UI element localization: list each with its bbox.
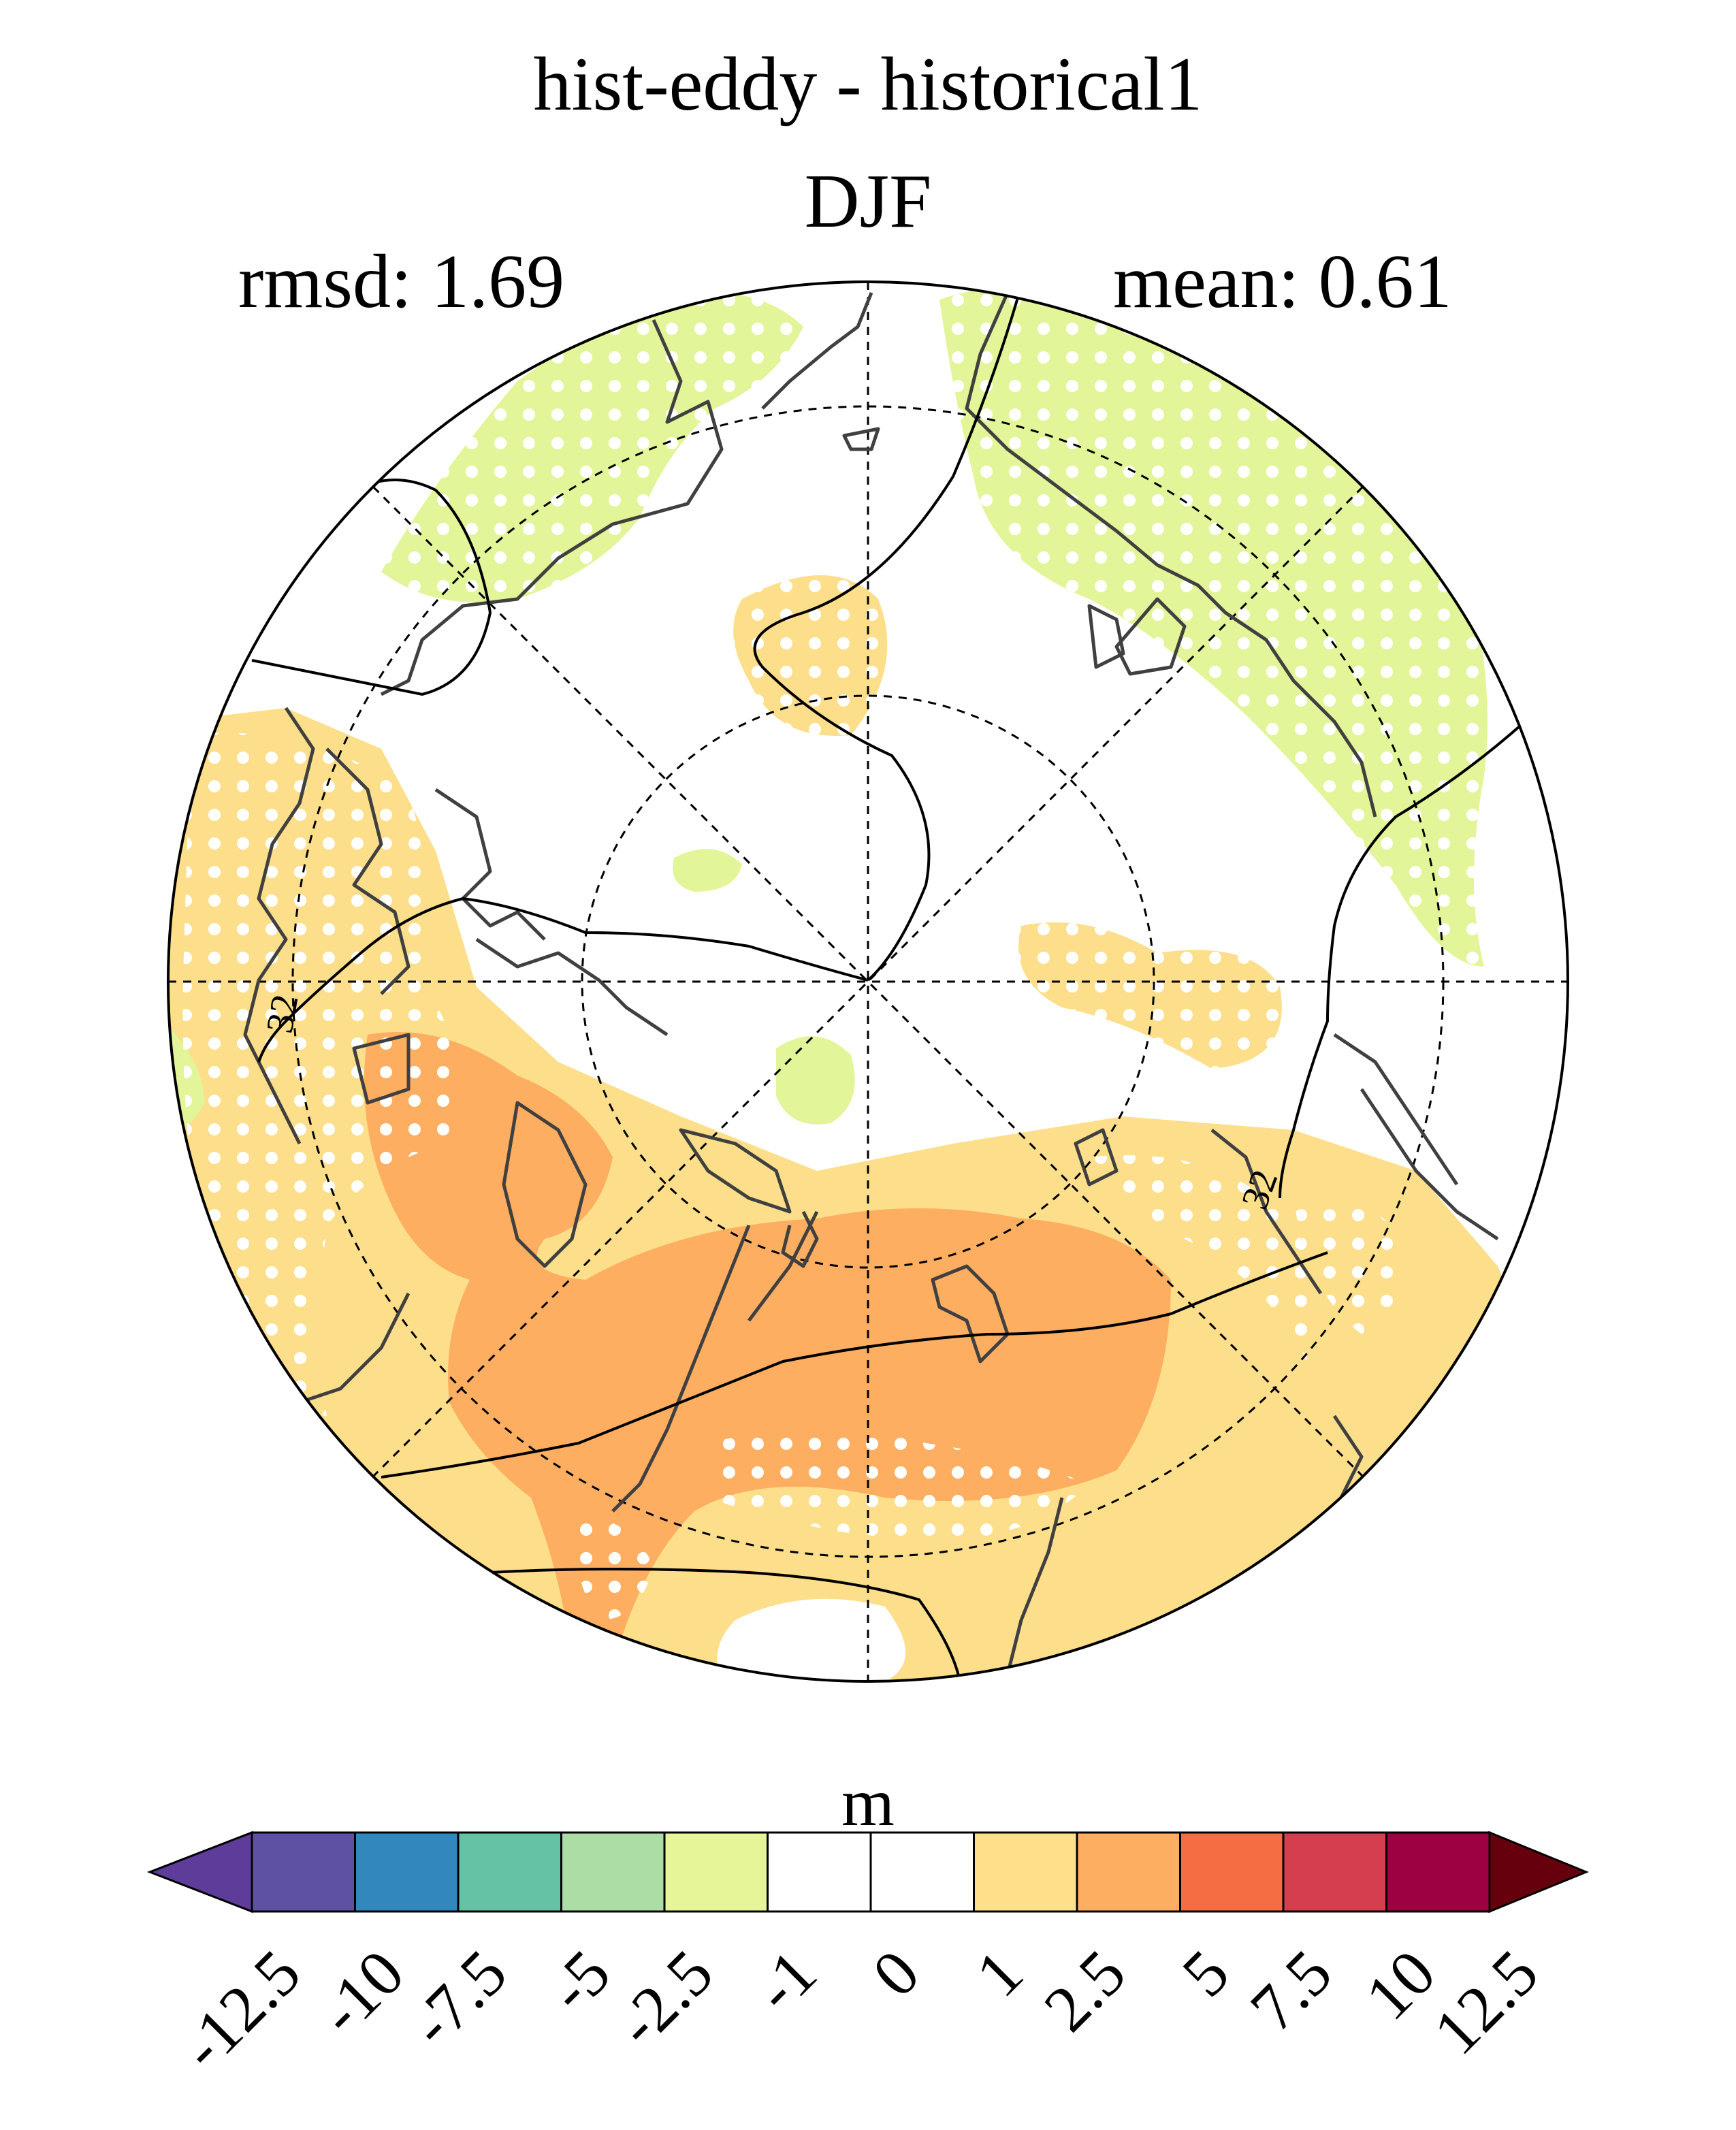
map-boundary: [167, 280, 1569, 1683]
colorbar-box: [663, 1831, 769, 1913]
graticule: [168, 282, 1568, 1681]
colorbar-box: [869, 1831, 975, 1913]
title-line-2: DJF: [804, 159, 932, 244]
colorbar-box: [251, 1831, 356, 1913]
colorbar-box: [354, 1831, 460, 1913]
colorbar-box: [1385, 1831, 1491, 1913]
colorbar-box: [560, 1831, 666, 1913]
title-line-1: hist-eddy - historical1: [533, 42, 1203, 127]
colorbar-extend-low: [146, 1830, 253, 1914]
colorbar-box: [767, 1831, 872, 1913]
rmsd-stat: rmsd: 1.69: [238, 240, 565, 324]
contour-lines: [251, 285, 1526, 1681]
colorbar-box: [1282, 1831, 1387, 1913]
contour-label-west: 32: [259, 991, 307, 1036]
colorbar-extend-high: [1488, 1830, 1589, 1914]
colorbar-box: [973, 1831, 1078, 1913]
colorbar-box: [1179, 1831, 1285, 1913]
positive-anomaly-mid: [364, 1032, 1171, 1668]
colorbar-unit: m: [841, 1764, 895, 1840]
colorbar-box: [1076, 1831, 1181, 1913]
mean-stat: mean: 0.61: [1113, 240, 1452, 324]
colorbar-box: [457, 1831, 562, 1913]
